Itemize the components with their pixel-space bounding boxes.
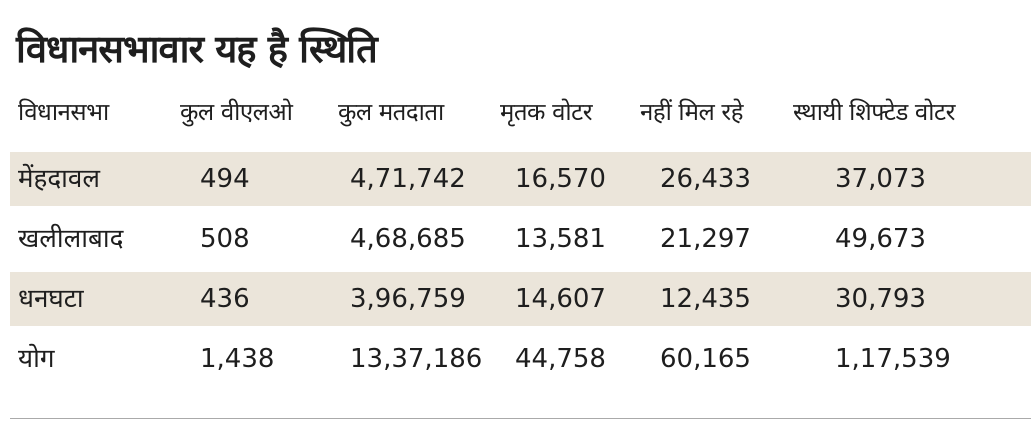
column-header: मृतक वोटर: [500, 98, 593, 126]
table-cell: 3,96,759: [350, 284, 466, 314]
table-cell: 508: [200, 224, 250, 254]
row-label: धनघटा: [18, 284, 84, 314]
table-cell: 26,433: [660, 164, 751, 194]
column-header: विधानसभा: [18, 98, 109, 126]
row-label: योग: [18, 344, 55, 374]
table-cell: 4,71,742: [350, 164, 466, 194]
table-cell: 4,68,685: [350, 224, 466, 254]
table-cell: 37,073: [835, 164, 926, 194]
table-cell: 14,607: [515, 284, 606, 314]
table-cell: 44,758: [515, 344, 606, 374]
table-cell: 1,438: [200, 344, 275, 374]
column-header: स्थायी शिफ्टेड वोटर: [793, 98, 955, 126]
table-cell: 16,570: [515, 164, 606, 194]
column-header: नहीं मिल रहे: [640, 98, 743, 126]
table-cell: 12,435: [660, 284, 751, 314]
table-row: [10, 272, 1031, 326]
column-header: कुल मतदाता: [338, 98, 444, 126]
row-label: खलीलाबाद: [18, 224, 124, 254]
table-cell: 60,165: [660, 344, 751, 374]
row-label: मेंहदावल: [18, 164, 100, 194]
table-cell: 494: [200, 164, 250, 194]
table-cell: 436: [200, 284, 250, 314]
table-row: [10, 152, 1031, 206]
column-header: कुल वीएलओ: [180, 98, 293, 126]
title: विधानसभावार यह है स्थिति: [16, 27, 378, 71]
table-cell: 1,17,539: [835, 344, 951, 374]
table-cell: 13,37,186: [350, 344, 483, 374]
table-cell: 21,297: [660, 224, 751, 254]
table-cell: 30,793: [835, 284, 926, 314]
table-cell: 13,581: [515, 224, 606, 254]
bottom-rule: [10, 418, 1031, 419]
table-cell: 49,673: [835, 224, 926, 254]
